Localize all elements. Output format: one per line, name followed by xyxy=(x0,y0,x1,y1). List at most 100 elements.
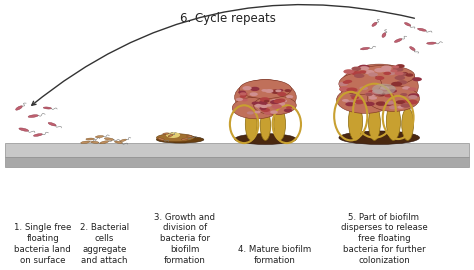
Ellipse shape xyxy=(277,92,286,96)
Ellipse shape xyxy=(100,141,109,144)
Ellipse shape xyxy=(372,84,396,94)
Ellipse shape xyxy=(372,22,377,26)
Ellipse shape xyxy=(284,89,291,92)
Ellipse shape xyxy=(254,96,296,115)
Ellipse shape xyxy=(286,106,292,109)
Ellipse shape xyxy=(43,107,52,109)
Ellipse shape xyxy=(391,69,398,72)
Ellipse shape xyxy=(241,99,248,102)
Ellipse shape xyxy=(397,72,407,76)
Ellipse shape xyxy=(343,81,350,84)
Ellipse shape xyxy=(340,64,419,109)
Ellipse shape xyxy=(408,93,419,98)
Ellipse shape xyxy=(346,100,357,105)
Ellipse shape xyxy=(239,80,292,99)
Ellipse shape xyxy=(238,90,246,94)
Ellipse shape xyxy=(396,100,405,104)
Ellipse shape xyxy=(275,89,282,92)
Ellipse shape xyxy=(255,104,264,108)
Ellipse shape xyxy=(339,131,419,144)
Ellipse shape xyxy=(427,42,436,44)
Ellipse shape xyxy=(249,92,258,96)
Ellipse shape xyxy=(382,33,386,38)
Ellipse shape xyxy=(255,111,261,113)
Ellipse shape xyxy=(81,141,90,144)
Ellipse shape xyxy=(389,106,398,109)
Ellipse shape xyxy=(343,69,354,74)
Ellipse shape xyxy=(385,101,394,105)
Ellipse shape xyxy=(369,96,377,100)
Ellipse shape xyxy=(48,122,56,126)
Ellipse shape xyxy=(376,101,386,106)
Ellipse shape xyxy=(346,87,357,92)
Ellipse shape xyxy=(386,103,401,140)
Ellipse shape xyxy=(358,65,369,69)
Ellipse shape xyxy=(247,111,254,114)
Ellipse shape xyxy=(95,136,104,138)
Ellipse shape xyxy=(264,100,270,102)
Ellipse shape xyxy=(240,92,246,96)
Ellipse shape xyxy=(182,138,188,140)
Ellipse shape xyxy=(383,69,392,73)
Ellipse shape xyxy=(367,86,419,111)
Ellipse shape xyxy=(271,89,281,94)
Ellipse shape xyxy=(396,64,405,68)
Ellipse shape xyxy=(359,86,368,90)
Ellipse shape xyxy=(360,47,370,50)
Ellipse shape xyxy=(266,104,272,107)
Polygon shape xyxy=(5,157,469,167)
Ellipse shape xyxy=(384,93,394,98)
Ellipse shape xyxy=(257,101,268,106)
Ellipse shape xyxy=(16,106,22,110)
Ellipse shape xyxy=(391,82,402,86)
Ellipse shape xyxy=(158,138,164,140)
Ellipse shape xyxy=(339,73,382,94)
Ellipse shape xyxy=(270,110,278,114)
Ellipse shape xyxy=(372,89,383,94)
Ellipse shape xyxy=(367,93,376,97)
Ellipse shape xyxy=(273,99,282,103)
Ellipse shape xyxy=(394,39,402,42)
Ellipse shape xyxy=(281,99,287,103)
Ellipse shape xyxy=(338,82,348,86)
Ellipse shape xyxy=(405,73,413,77)
Ellipse shape xyxy=(286,95,293,98)
Ellipse shape xyxy=(348,103,363,140)
Ellipse shape xyxy=(270,99,280,103)
Ellipse shape xyxy=(381,65,392,70)
Ellipse shape xyxy=(403,87,411,90)
Ellipse shape xyxy=(345,80,352,83)
Ellipse shape xyxy=(389,89,397,93)
Ellipse shape xyxy=(260,111,271,140)
Ellipse shape xyxy=(383,102,393,106)
Ellipse shape xyxy=(156,136,204,143)
Ellipse shape xyxy=(365,92,374,96)
Ellipse shape xyxy=(260,97,270,102)
Ellipse shape xyxy=(401,72,408,75)
Ellipse shape xyxy=(410,47,415,50)
Ellipse shape xyxy=(408,95,418,99)
Ellipse shape xyxy=(235,80,296,115)
Ellipse shape xyxy=(236,98,243,101)
Ellipse shape xyxy=(246,108,257,140)
Ellipse shape xyxy=(187,136,192,137)
Ellipse shape xyxy=(277,89,283,92)
Ellipse shape xyxy=(272,104,282,109)
Ellipse shape xyxy=(86,138,94,140)
Ellipse shape xyxy=(168,134,173,137)
Ellipse shape xyxy=(401,100,408,103)
Ellipse shape xyxy=(259,101,266,104)
Ellipse shape xyxy=(337,86,393,113)
Ellipse shape xyxy=(394,76,405,80)
Ellipse shape xyxy=(380,86,389,90)
Text: 4. Mature biofilm
formation: 4. Mature biofilm formation xyxy=(238,245,311,265)
Ellipse shape xyxy=(166,132,180,138)
Ellipse shape xyxy=(402,108,413,140)
Ellipse shape xyxy=(357,66,365,69)
FancyArrowPatch shape xyxy=(32,5,414,105)
Ellipse shape xyxy=(375,76,384,80)
Ellipse shape xyxy=(120,139,127,142)
Ellipse shape xyxy=(404,22,411,26)
Ellipse shape xyxy=(19,128,28,131)
Text: 5. Part of biofilm
disperses to release
free floating
bacteria for further
colon: 5. Part of biofilm disperses to release … xyxy=(340,212,428,265)
